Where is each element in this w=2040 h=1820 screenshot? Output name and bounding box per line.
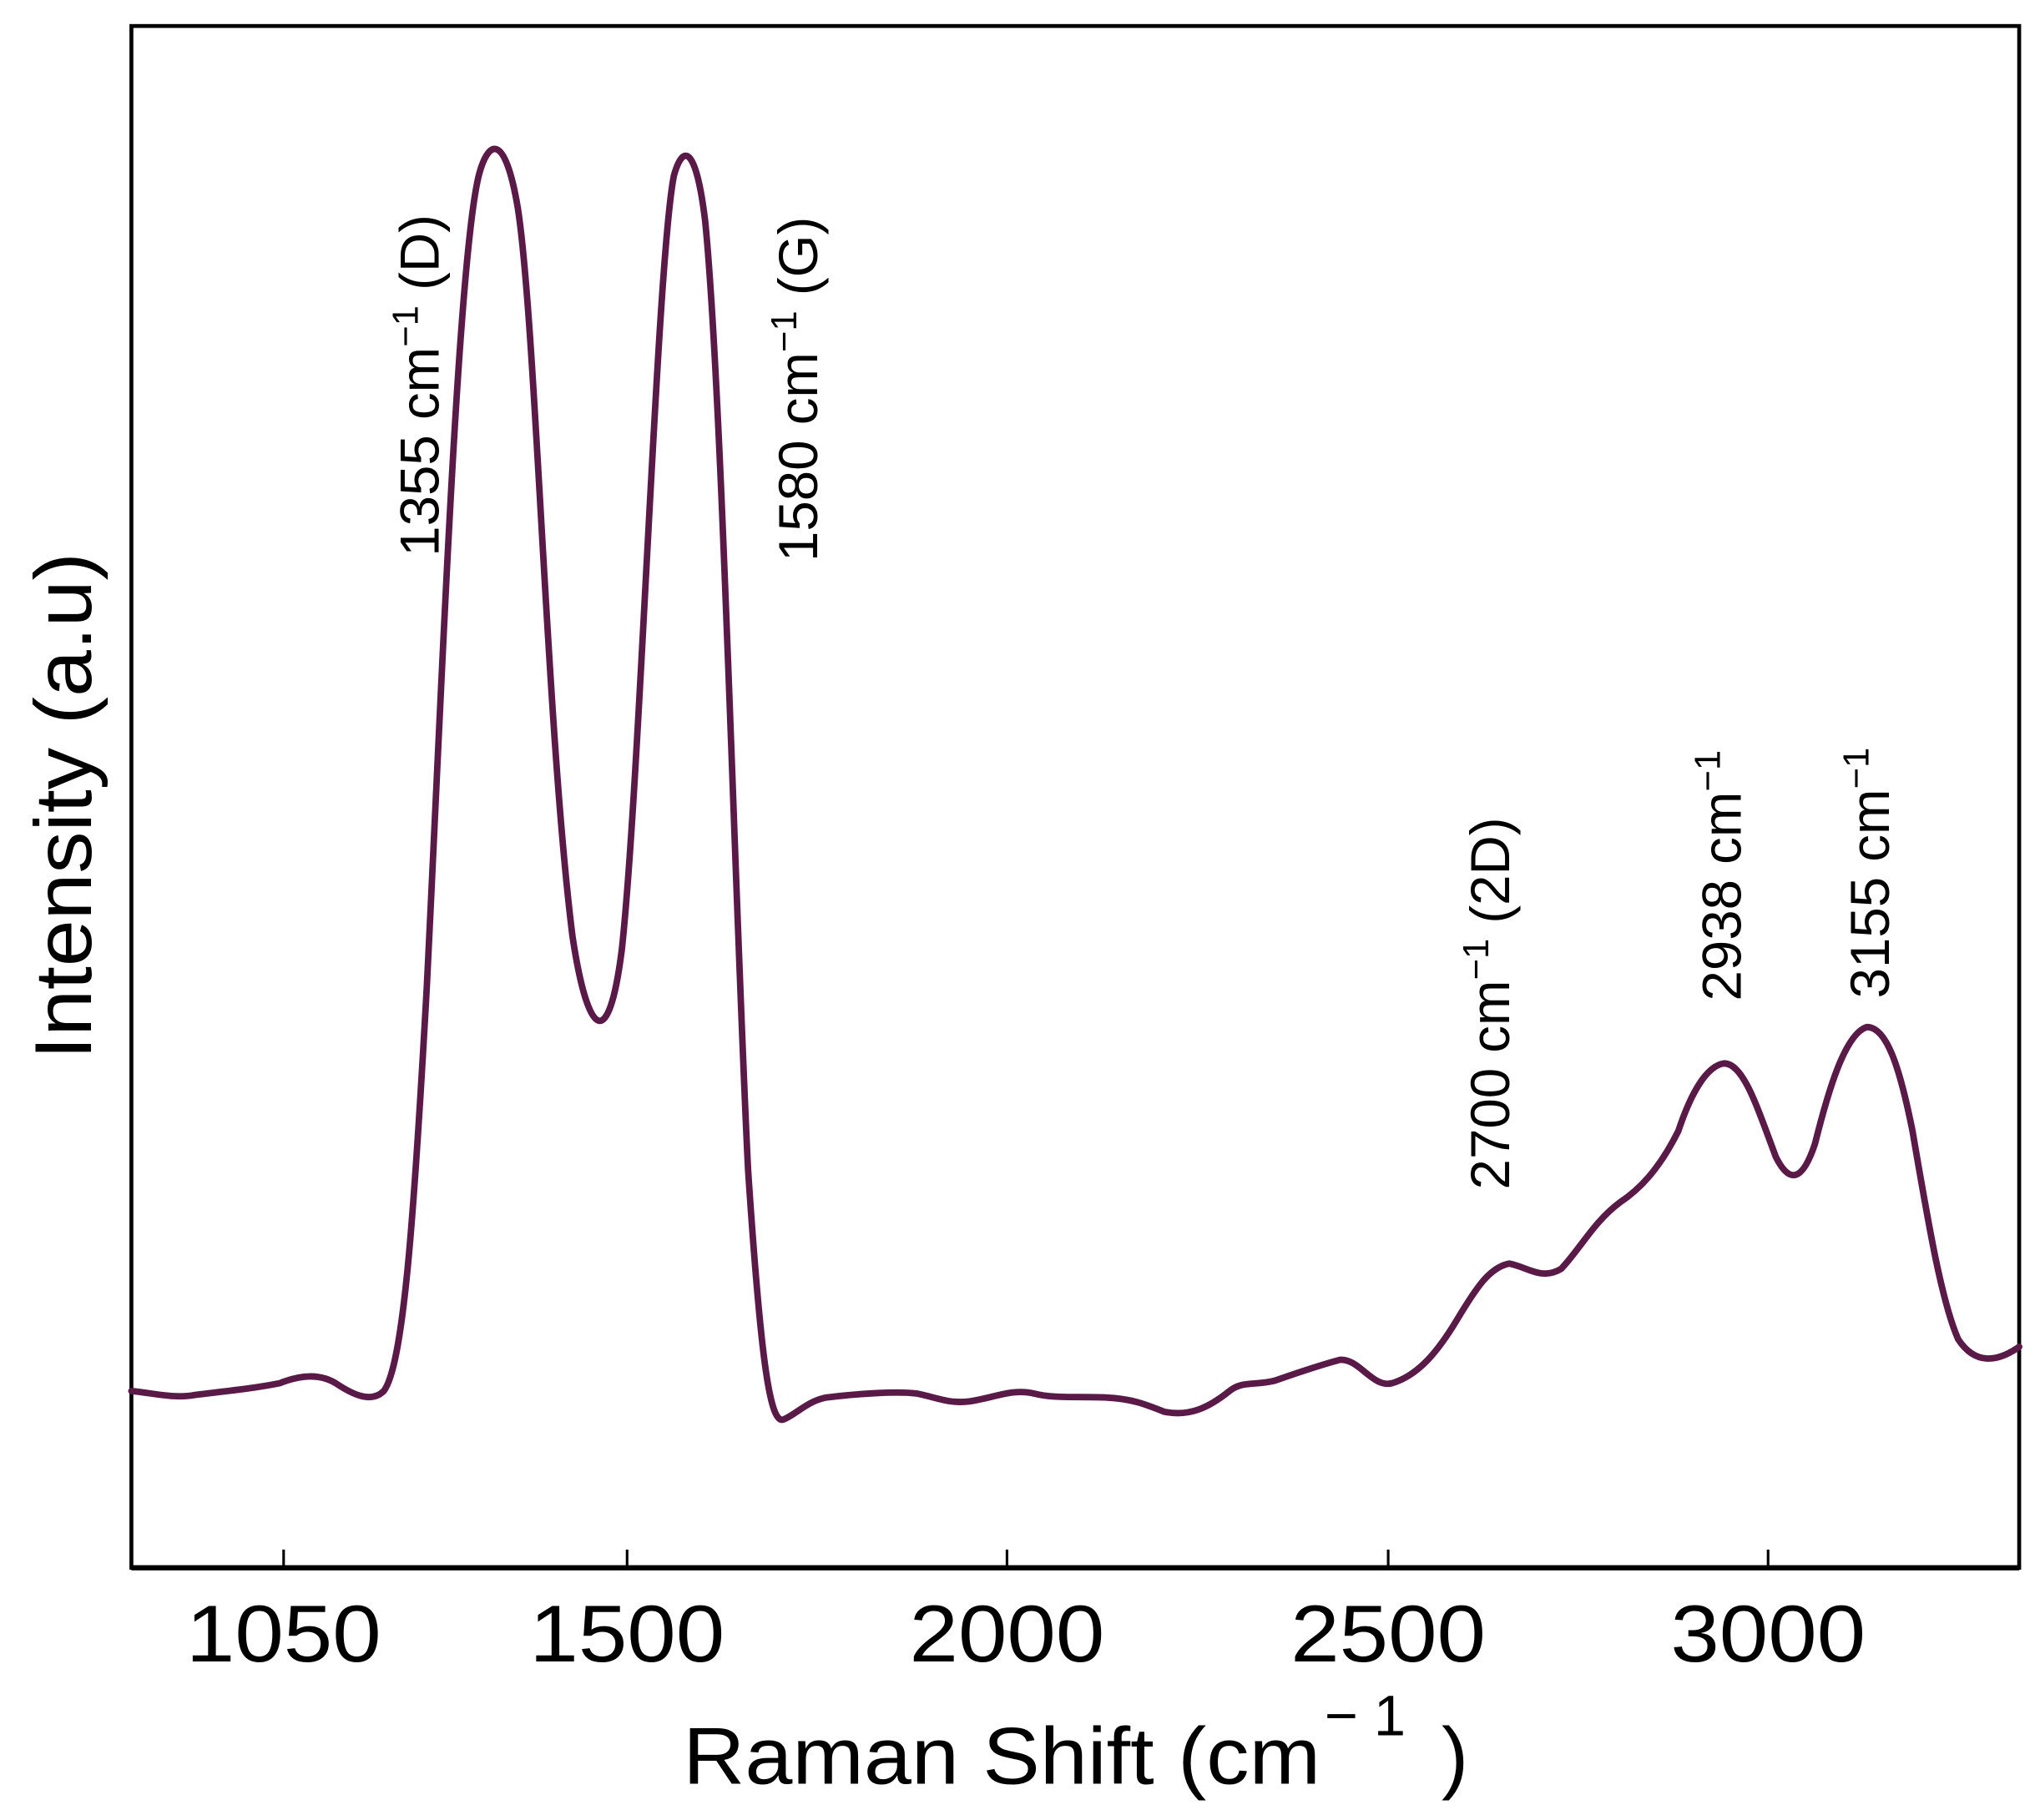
peak-annotation-g: 1580 cm−1 (G) bbox=[765, 217, 829, 562]
x-ticks bbox=[282, 1549, 1770, 1568]
x-axis-title-superscript: − 1 bbox=[1325, 1684, 1406, 1748]
annotation-sup: −1 bbox=[1836, 748, 1876, 789]
svg-text:2700 cm−1 (2D): 2700 cm−1 (2D) bbox=[1457, 817, 1521, 1189]
annotation-sup: −1 bbox=[386, 305, 426, 347]
annotation-sup: −1 bbox=[1457, 939, 1497, 981]
svg-text:3155 cm−1: 3155 cm−1 bbox=[1836, 748, 1901, 999]
peak-annotation-3155: 3155 cm−1 bbox=[1836, 748, 1901, 999]
x-tick-label: 1500 bbox=[529, 1590, 725, 1679]
annotation-sup: −1 bbox=[1689, 750, 1729, 792]
peak-annotation-2938: 2938 cm−1 bbox=[1689, 750, 1753, 1001]
x-axis-title: Raman Shift (cm bbox=[683, 1712, 1320, 1801]
x-tick-labels: 1050 1500 2000 2500 3000 bbox=[186, 1590, 1866, 1679]
annotation-main: 1580 cm bbox=[768, 352, 829, 562]
x-tick-label: 2000 bbox=[910, 1590, 1105, 1679]
annotation-suffix: (G) bbox=[768, 217, 829, 311]
annotation-suffix: (D) bbox=[389, 214, 450, 305]
annotation-main: 3155 cm bbox=[1840, 789, 1901, 999]
x-tick-label: 2500 bbox=[1290, 1590, 1486, 1679]
x-tick-label: 1050 bbox=[186, 1590, 381, 1679]
annotation-suffix: (2D) bbox=[1460, 817, 1521, 938]
peak-annotation-2d: 2700 cm−1 (2D) bbox=[1457, 817, 1521, 1189]
y-axis-title: Intensity (a.u) bbox=[19, 552, 109, 1060]
svg-text:1355 cm−1 (D): 1355 cm−1 (D) bbox=[386, 214, 450, 557]
spectrum-line bbox=[128, 145, 2022, 1424]
annotation-main: 1355 cm bbox=[389, 347, 450, 557]
annotation-sup: −1 bbox=[765, 310, 805, 352]
svg-text:2938 cm−1: 2938 cm−1 bbox=[1689, 750, 1753, 1001]
peak-annotation-d: 1355 cm−1 (D) bbox=[386, 214, 450, 557]
svg-text:1580 cm−1 (G): 1580 cm−1 (G) bbox=[765, 217, 829, 562]
annotation-main: 2700 cm bbox=[1460, 981, 1521, 1190]
annotation-main: 2938 cm bbox=[1691, 792, 1752, 1001]
x-tick-label: 3000 bbox=[1670, 1590, 1866, 1679]
x-axis-title-close: ) bbox=[1442, 1712, 1468, 1801]
